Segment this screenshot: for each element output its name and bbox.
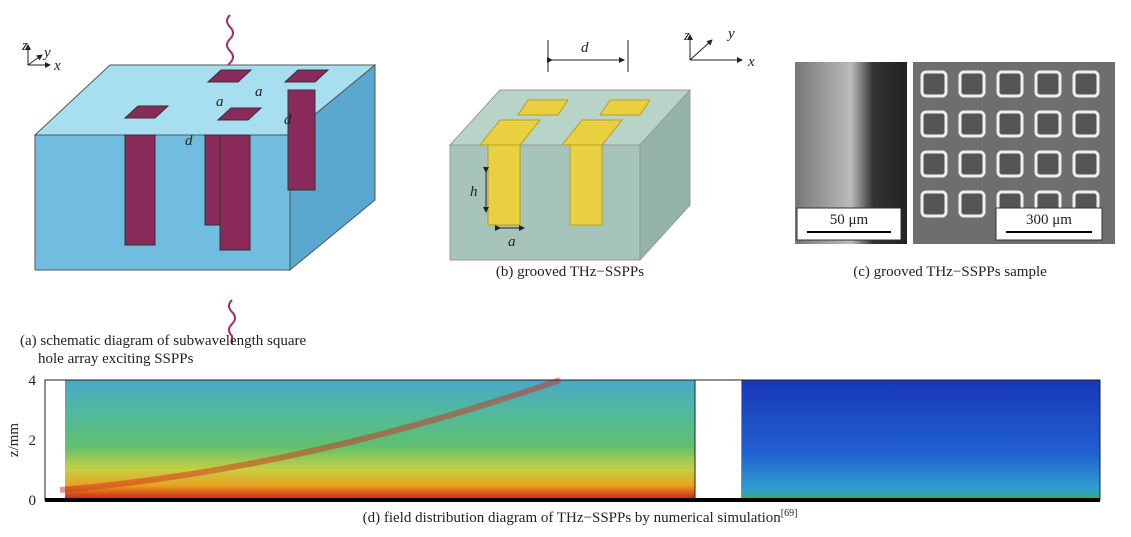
hole [998,152,1022,176]
hole [998,72,1022,96]
hole [960,112,984,136]
hole [922,112,946,136]
hole [998,112,1022,136]
axis-label: x [747,54,755,70]
axis-label: z/mm [6,423,22,457]
hole [1036,72,1060,96]
panel-d: 4 2 0 z/mm (d) field distribution diagra… [6,373,1100,526]
field-edge [45,380,65,500]
hole [1036,112,1060,136]
caption: hole array exciting SSPPs [38,351,194,367]
field-map [742,380,1100,500]
citation: [69] [781,508,798,519]
scale-label: 50 μm [830,212,869,228]
dim-label: d [284,112,292,128]
tick-label: 0 [29,493,37,509]
caption-text: (d) field distribution diagram of THz−SS… [363,510,782,526]
dim-label: a [255,84,263,100]
caption: (d) field distribution diagram of THz−SS… [363,508,798,526]
figure: z y x a a d d (a) schematic diagram of s… [0,0,1131,537]
hole [960,152,984,176]
axis-label: x [53,58,61,74]
hole [922,192,946,216]
hole [1074,152,1098,176]
dim-label: a [216,94,224,110]
panel-c: 50 μm 300 μm (c) grooved THz−SSPPs sampl… [795,62,1115,280]
dim-label: h [470,184,478,200]
panel-a: z y x a a d d (a) schematic diagram of s… [20,15,375,367]
caption: (b) grooved THz−SSPPs [496,264,644,280]
dim-label: d [185,133,193,149]
panel-b: d h a z y x (b) grooved THz−SSPPs [450,26,755,280]
block-front [450,145,640,260]
dim-label: a [508,234,516,250]
gap [695,380,742,500]
box-front [35,135,290,270]
scale-label: 300 μm [1026,212,1072,228]
axis-y [28,55,42,65]
caption: (a) schematic diagram of subwavelength s… [20,333,306,349]
hole [922,152,946,176]
dim-label: d [581,40,589,56]
hole [922,72,946,96]
axis-label: z [683,28,690,44]
hole [960,72,984,96]
caption: (c) grooved THz−SSPPs sample [853,264,1047,280]
hole [1036,152,1060,176]
hole [1074,112,1098,136]
axis-label: z [21,38,28,54]
tick-label: 2 [29,433,37,449]
axis-y [690,40,712,60]
axis-label: y [42,45,51,61]
axis-label: y [726,26,735,42]
hole [1074,72,1098,96]
tick-label: 4 [29,373,37,389]
hole [960,192,984,216]
